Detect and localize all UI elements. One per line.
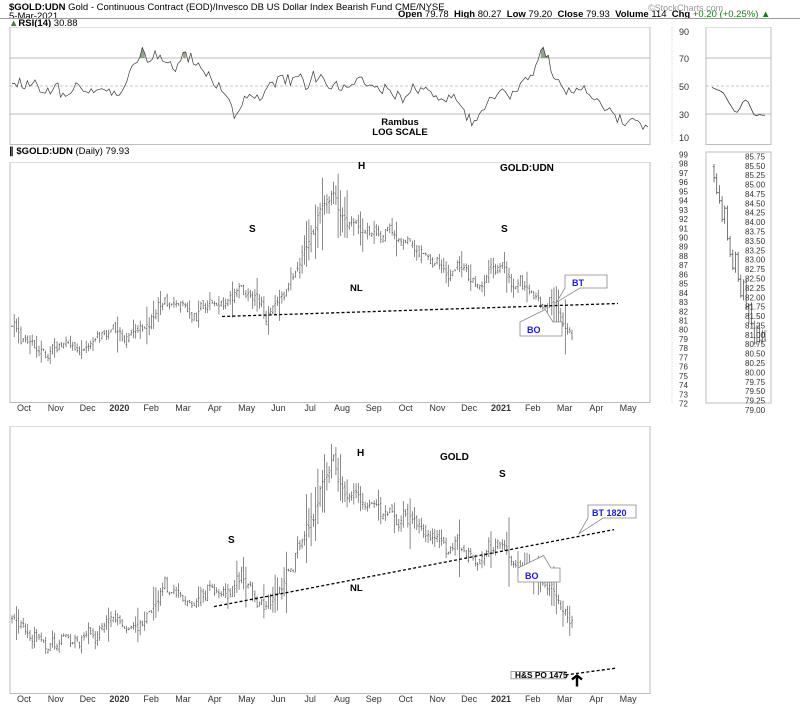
svg-text:85.50: 85.50 [745, 162, 766, 171]
svg-text:79.25: 79.25 [745, 397, 766, 406]
svg-text:84.50: 84.50 [745, 199, 766, 208]
svg-text:90: 90 [679, 27, 689, 37]
svg-text:83.75: 83.75 [745, 228, 766, 237]
svg-text:30: 30 [679, 110, 689, 120]
svg-text:78: 78 [679, 344, 688, 353]
svg-text:73: 73 [679, 390, 688, 399]
svg-text:80.75: 80.75 [745, 340, 766, 349]
svg-text:97: 97 [679, 169, 688, 178]
svg-text:82.25: 82.25 [745, 284, 766, 293]
svg-text:85.75: 85.75 [745, 152, 766, 161]
svg-text:91: 91 [679, 224, 688, 233]
svg-text:92: 92 [679, 215, 688, 224]
svg-text:10: 10 [679, 133, 689, 143]
svg-text:79.50: 79.50 [745, 387, 766, 396]
svg-text:85.25: 85.25 [745, 171, 766, 180]
svg-text:H&S PO 1475: H&S PO 1475 [515, 670, 568, 680]
svg-text:82.50: 82.50 [745, 275, 766, 284]
svg-text:83: 83 [679, 298, 688, 307]
svg-text:83.50: 83.50 [745, 237, 766, 246]
svg-text:86: 86 [679, 270, 688, 279]
svg-text:87: 87 [679, 261, 688, 270]
svg-text:BT 1820: BT 1820 [592, 508, 627, 518]
svg-text:80.50: 80.50 [745, 350, 766, 359]
svg-text:93: 93 [679, 206, 688, 215]
svg-text:95: 95 [679, 187, 688, 196]
svg-text:76: 76 [679, 363, 688, 372]
svg-text:79: 79 [679, 335, 688, 344]
svg-text:81: 81 [679, 317, 688, 326]
svg-text:79.00: 79.00 [745, 406, 766, 415]
svg-text:81.50: 81.50 [745, 312, 766, 321]
svg-text:GOLD: GOLD [440, 452, 469, 463]
svg-text:94: 94 [679, 197, 688, 206]
svg-text:75: 75 [679, 372, 688, 381]
svg-text:79.75: 79.75 [745, 378, 766, 387]
svg-text:81.75: 81.75 [745, 303, 766, 312]
svg-text:72: 72 [679, 400, 688, 409]
svg-text:NL: NL [350, 583, 363, 594]
svg-text:90: 90 [679, 234, 688, 243]
svg-text:82.75: 82.75 [745, 265, 766, 274]
svg-text:83.25: 83.25 [745, 246, 766, 255]
svg-text:99: 99 [679, 151, 688, 160]
svg-text:85.00: 85.00 [745, 181, 766, 190]
svg-text:70: 70 [679, 54, 689, 64]
svg-text:80.00: 80.00 [745, 368, 766, 377]
svg-text:50: 50 [679, 82, 689, 92]
svg-text:74: 74 [679, 381, 688, 390]
svg-text:85: 85 [679, 280, 688, 289]
svg-text:84.75: 84.75 [745, 190, 766, 199]
svg-text:BO: BO [525, 571, 539, 581]
svg-text:77: 77 [679, 353, 688, 362]
svg-text:80.25: 80.25 [745, 359, 766, 368]
svg-text:80: 80 [679, 326, 688, 335]
svg-text:96: 96 [679, 178, 688, 187]
svg-text:84.25: 84.25 [745, 209, 766, 218]
svg-text:89: 89 [679, 243, 688, 252]
svg-text:84: 84 [679, 289, 688, 298]
svg-text:S: S [228, 535, 235, 546]
svg-text:83.00: 83.00 [745, 256, 766, 265]
svg-text:88: 88 [679, 252, 688, 261]
svg-text:82: 82 [679, 307, 688, 316]
svg-text:81.00: 81.00 [745, 331, 766, 340]
svg-text:84.00: 84.00 [745, 218, 766, 227]
svg-text:S: S [499, 469, 506, 480]
svg-text:98: 98 [679, 160, 688, 169]
svg-text:82.00: 82.00 [745, 293, 766, 302]
svg-text:81.25: 81.25 [745, 321, 766, 330]
